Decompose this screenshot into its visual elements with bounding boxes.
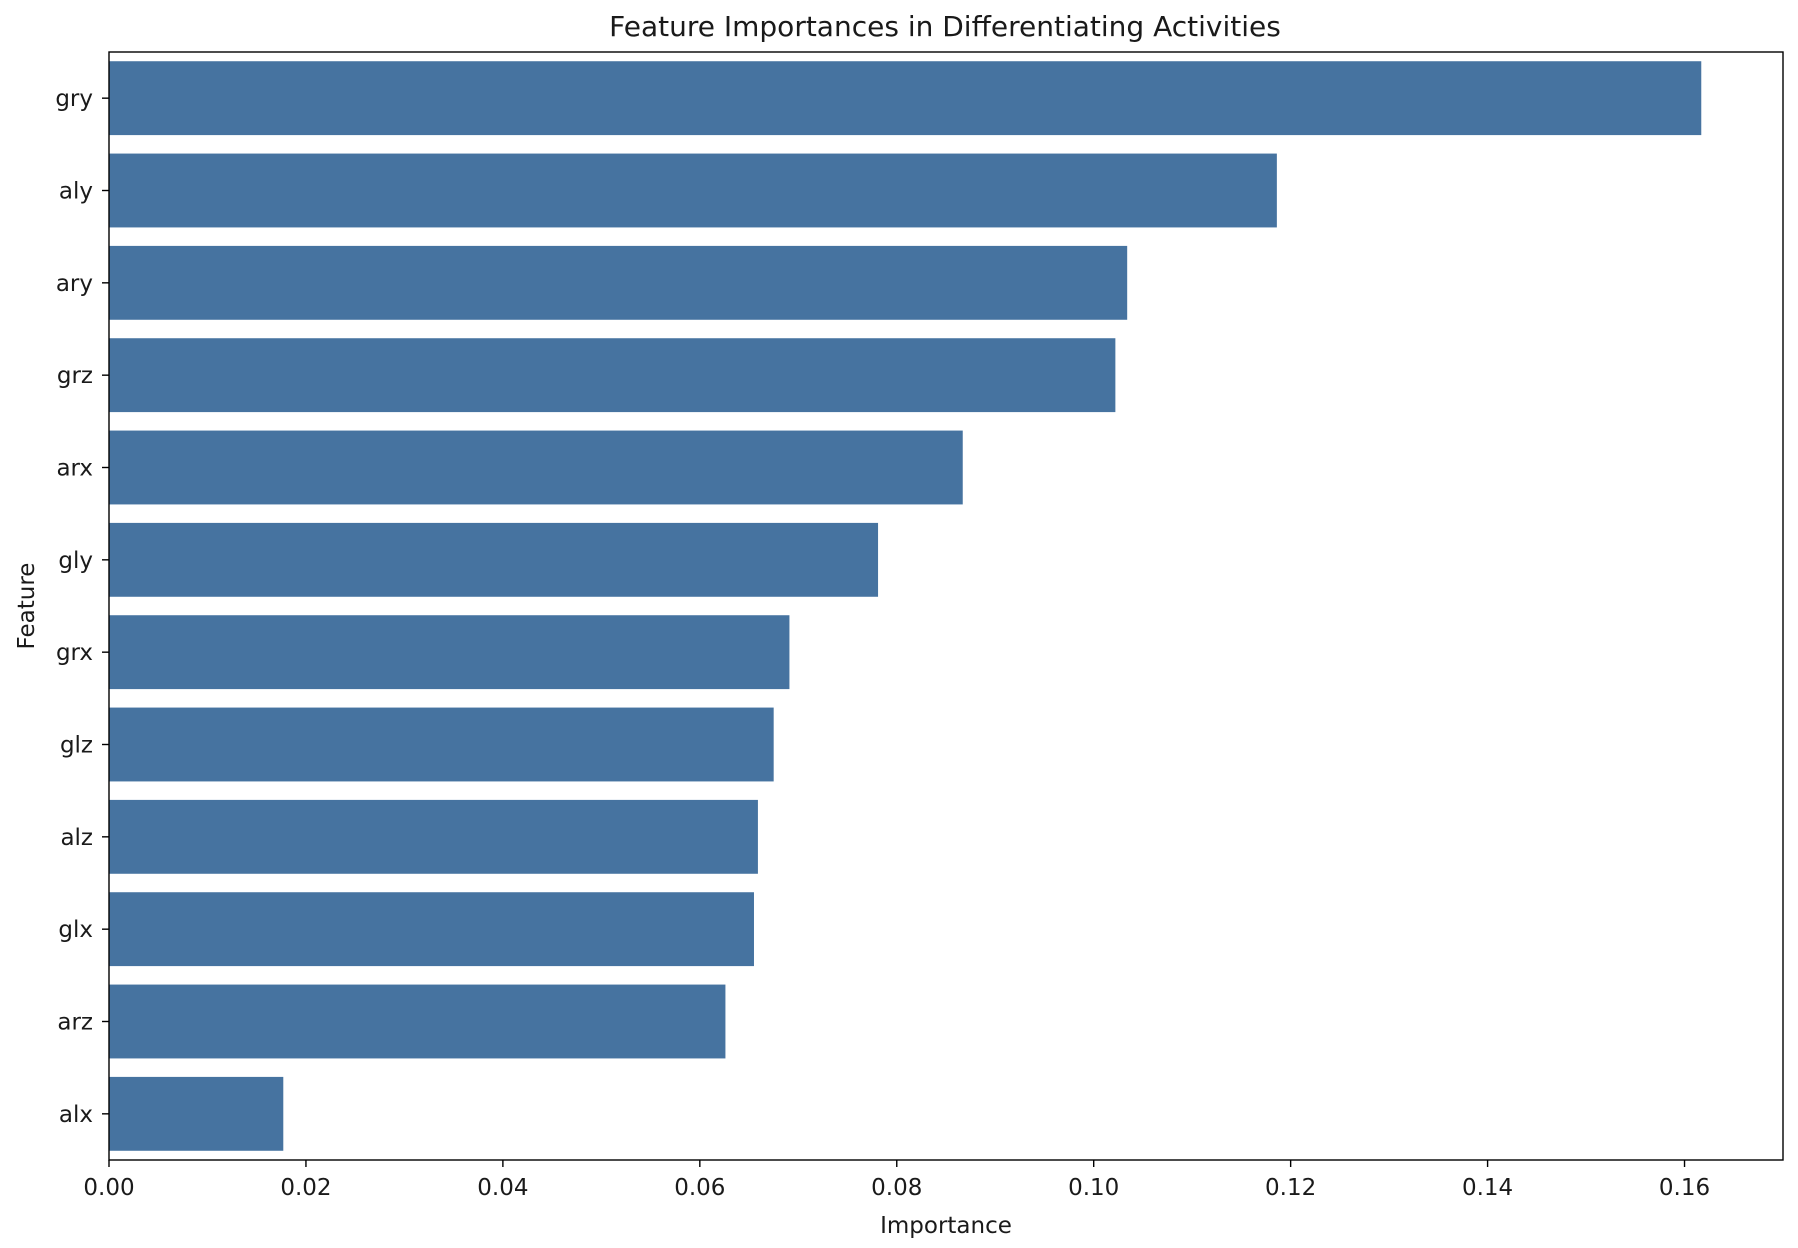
plot-frame [108,51,1784,1161]
x-axis-title: Importance [880,1213,1012,1239]
bar-aly [109,153,1277,228]
bar-grx [109,615,790,690]
bar-arx [109,430,963,505]
x-tick-label-6: 0.12 [1265,1175,1316,1201]
bar-alz [109,799,758,874]
x-tick-label-8: 0.16 [1659,1175,1710,1201]
y-tick-label-arx: arx [56,456,93,482]
x-tick-label-0: 0.00 [83,1175,134,1201]
bar-gly [109,522,879,597]
y-tick-label-ary: ary [56,271,93,297]
y-tick-label-grz: grz [57,363,93,389]
bar-glz [109,707,774,782]
y-axis-title: Feature [14,563,40,650]
y-axis: gry aly ary grz arx gly grx glz alz glx arz alx [55,86,109,1128]
y-tick-label-aly: aly [59,179,93,205]
x-tick-label-4: 0.08 [871,1175,922,1201]
chart-title: Feature Importances in Differentiating A… [609,10,1281,43]
y-tick-label-glz: glz [60,733,93,759]
bar-grz [109,338,1116,413]
x-tick-label-5: 0.10 [1068,1175,1119,1201]
y-tick-label-alz: alz [60,825,93,851]
x-axis: 0.00 0.02 0.04 0.06 0.08 0.10 0.12 0.14 0.16 [83,1160,1710,1201]
bar-ary [109,245,1128,320]
bars-layer [109,61,1702,1151]
y-tick-label-glx: glx [58,917,93,943]
y-tick-label-alx: alx [59,1102,93,1128]
bar-gry [109,61,1702,136]
bar-arz [109,984,726,1059]
bar-glx [109,892,754,967]
x-tick-label-3: 0.06 [674,1175,725,1201]
y-tick-label-arz: arz [57,1010,93,1036]
bar-alx [109,1076,284,1151]
x-tick-label-7: 0.14 [1462,1175,1513,1201]
y-tick-label-gly: gly [58,548,93,574]
x-tick-label-1: 0.02 [280,1175,331,1201]
y-tick-label-gry: gry [55,86,93,112]
x-tick-label-2: 0.04 [477,1175,528,1201]
y-tick-label-grx: grx [56,640,93,666]
